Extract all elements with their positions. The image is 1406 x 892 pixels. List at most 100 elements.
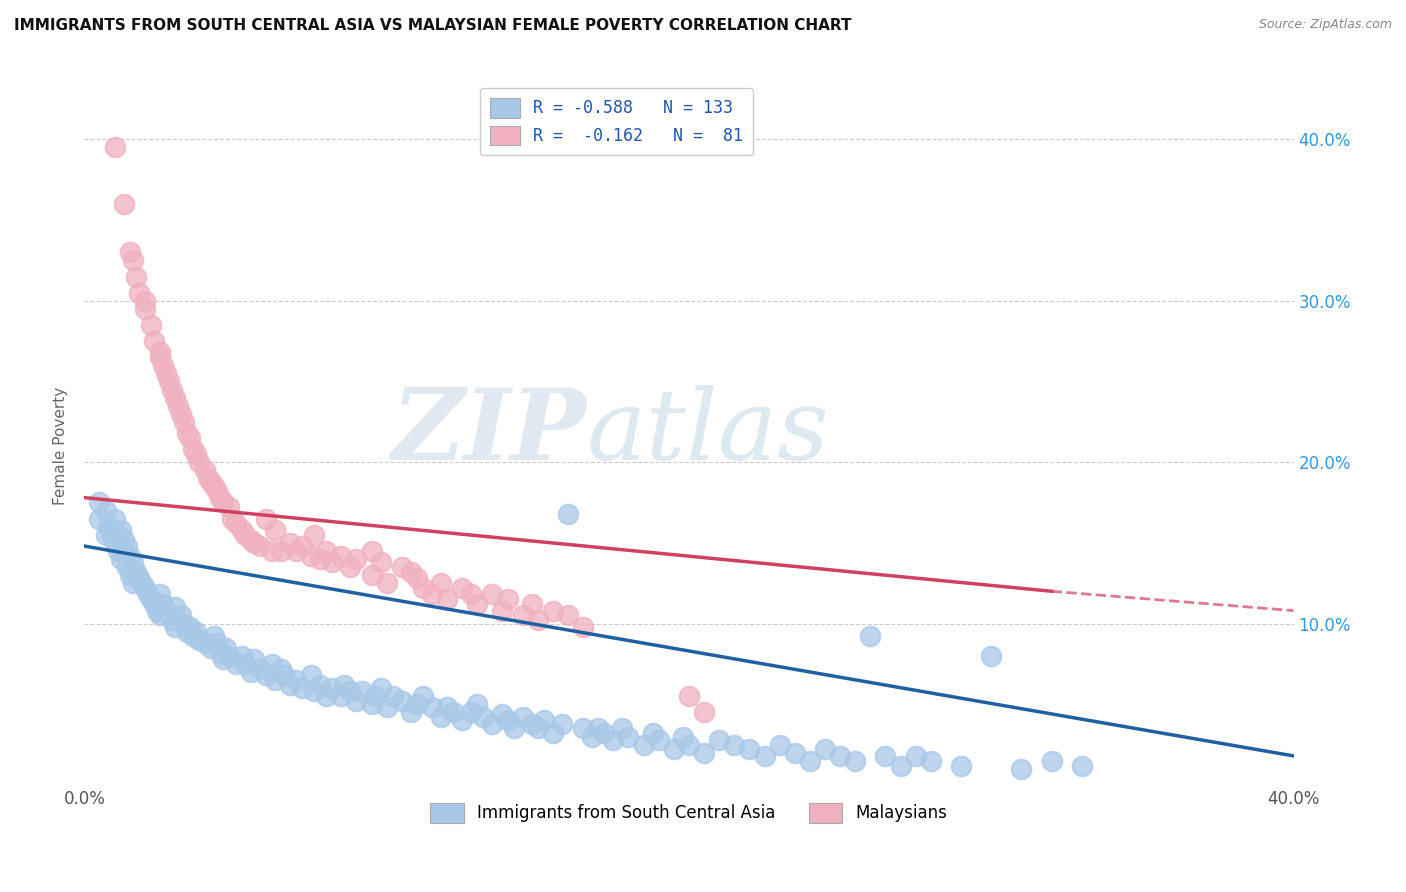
Point: [176, 624, 198, 639]
Text: atlas: atlas: [586, 384, 830, 480]
Point: [139, 592, 162, 607]
Point: [112, 544, 135, 558]
Point: [420, 700, 443, 714]
Point: [233, 657, 256, 671]
Point: [188, 632, 211, 647]
Point: [315, 689, 337, 703]
Point: [155, 367, 177, 381]
Point: [179, 431, 201, 445]
Point: [218, 500, 240, 515]
Point: [239, 665, 262, 679]
Point: [420, 587, 443, 601]
Point: [321, 681, 343, 695]
Point: [472, 710, 495, 724]
Legend: Immigrants from South Central Asia, Malaysians: Immigrants from South Central Asia, Mala…: [422, 795, 956, 830]
Point: [520, 597, 543, 611]
Point: [541, 726, 564, 740]
Point: [920, 754, 942, 768]
Point: [460, 706, 482, 720]
Point: [118, 245, 141, 260]
Point: [291, 681, 314, 695]
Point: [149, 587, 172, 601]
Point: [233, 528, 256, 542]
Point: [430, 710, 453, 724]
Point: [330, 549, 353, 563]
Point: [512, 710, 534, 724]
Point: [239, 533, 262, 547]
Point: [110, 523, 132, 537]
Point: [157, 608, 180, 623]
Point: [541, 604, 564, 618]
Point: [212, 495, 235, 509]
Point: [209, 491, 232, 505]
Point: [557, 608, 579, 623]
Point: [107, 528, 129, 542]
Point: [321, 555, 343, 569]
Point: [112, 197, 135, 211]
Point: [142, 334, 165, 348]
Point: [152, 359, 174, 373]
Point: [285, 544, 308, 558]
Point: [441, 706, 464, 720]
Point: [375, 576, 398, 591]
Point: [950, 758, 973, 772]
Point: [436, 700, 458, 714]
Point: [104, 140, 127, 154]
Point: [363, 689, 385, 703]
Point: [980, 648, 1002, 663]
Point: [112, 533, 135, 547]
Point: [783, 746, 806, 760]
Point: [460, 587, 482, 601]
Point: [104, 511, 127, 525]
Point: [115, 539, 138, 553]
Point: [406, 571, 429, 585]
Point: [648, 732, 671, 747]
Point: [406, 698, 429, 712]
Point: [315, 544, 337, 558]
Point: [179, 620, 201, 634]
Point: [249, 539, 271, 553]
Point: [273, 668, 295, 682]
Point: [633, 738, 655, 752]
Point: [125, 565, 148, 579]
Point: [496, 714, 519, 728]
Point: [128, 571, 150, 585]
Point: [181, 442, 204, 457]
Point: [155, 604, 177, 618]
Point: [249, 662, 271, 676]
Point: [254, 668, 277, 682]
Point: [496, 592, 519, 607]
Point: [330, 689, 353, 703]
Point: [121, 555, 143, 569]
Point: [588, 722, 610, 736]
Point: [270, 662, 292, 676]
Y-axis label: Female Poverty: Female Poverty: [53, 387, 69, 505]
Point: [430, 576, 453, 591]
Point: [481, 587, 503, 601]
Point: [197, 471, 219, 485]
Point: [1040, 754, 1063, 768]
Point: [170, 608, 193, 623]
Point: [104, 536, 127, 550]
Point: [94, 528, 117, 542]
Point: [128, 285, 150, 300]
Point: [339, 684, 361, 698]
Point: [602, 732, 624, 747]
Point: [412, 689, 434, 703]
Point: [481, 716, 503, 731]
Point: [1071, 758, 1094, 772]
Point: [118, 568, 141, 582]
Point: [375, 700, 398, 714]
Point: [859, 630, 882, 644]
Point: [173, 616, 195, 631]
Point: [572, 722, 595, 736]
Point: [218, 648, 240, 663]
Point: [309, 678, 332, 692]
Point: [200, 475, 222, 489]
Point: [451, 581, 474, 595]
Point: [709, 732, 731, 747]
Point: [270, 544, 292, 558]
Point: [146, 604, 169, 618]
Point: [285, 673, 308, 687]
Point: [512, 608, 534, 623]
